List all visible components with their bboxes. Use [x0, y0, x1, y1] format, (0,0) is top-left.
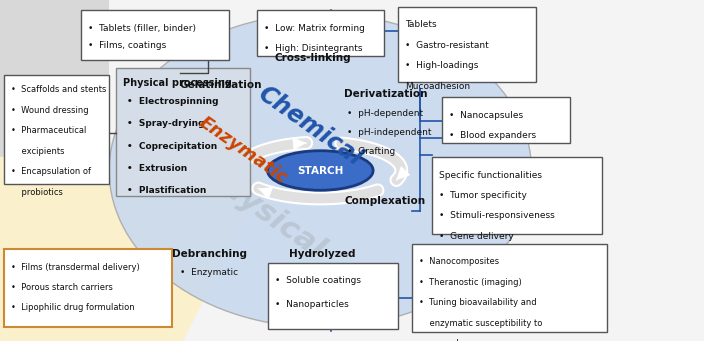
FancyBboxPatch shape	[81, 10, 229, 60]
Text: •  Pharmaceutical: • Pharmaceutical	[11, 126, 86, 135]
Text: •  pH-independent: • pH-independent	[347, 128, 432, 137]
Text: •  Coprecipitation: • Coprecipitation	[127, 142, 217, 150]
Text: •  Blood expanders: • Blood expanders	[449, 131, 536, 140]
Text: Cross-linking: Cross-linking	[275, 53, 351, 63]
FancyBboxPatch shape	[442, 97, 570, 143]
Text: •  Lipophilic drug formulation: • Lipophilic drug formulation	[11, 303, 134, 312]
FancyBboxPatch shape	[116, 68, 250, 196]
Polygon shape	[0, 0, 260, 188]
Text: •  Gene delivery: • Gene delivery	[439, 232, 514, 241]
Text: Gelatinization: Gelatinization	[180, 80, 262, 90]
Text: •  Scaffolds and stents: • Scaffolds and stents	[11, 85, 106, 94]
FancyBboxPatch shape	[257, 10, 384, 56]
Text: Tablets: Tablets	[405, 20, 436, 29]
Text: Chemical: Chemical	[253, 81, 366, 171]
Text: •  Extrusion: • Extrusion	[127, 164, 187, 173]
Text: Physical: Physical	[198, 159, 330, 264]
Text: •  Films (transdermal delivery): • Films (transdermal delivery)	[11, 263, 139, 271]
FancyBboxPatch shape	[4, 75, 109, 184]
Ellipse shape	[268, 151, 373, 190]
Text: Mucoadhesion: Mucoadhesion	[405, 82, 470, 91]
Text: •  Tumor specificity: • Tumor specificity	[439, 191, 527, 200]
FancyBboxPatch shape	[412, 244, 607, 332]
Text: •  Porous starch carriers: • Porous starch carriers	[11, 283, 113, 292]
Text: Physical processing: Physical processing	[123, 78, 232, 88]
Text: Enzymatic: Enzymatic	[195, 113, 291, 187]
Text: •  Stimuli-responsiveness: • Stimuli-responsiveness	[439, 211, 555, 220]
Text: •  Gastro-resistant: • Gastro-resistant	[405, 41, 489, 50]
Text: •  Tablets (filler, binder): • Tablets (filler, binder)	[88, 24, 196, 33]
FancyBboxPatch shape	[268, 263, 398, 329]
Text: STARCH: STARCH	[297, 165, 344, 176]
Text: •  Plastification: • Plastification	[127, 186, 206, 195]
Text: •  Encapsulation of: • Encapsulation of	[11, 167, 91, 176]
Text: •  pH-dependent: • pH-dependent	[347, 109, 423, 118]
FancyBboxPatch shape	[398, 7, 536, 82]
Text: excipients: excipients	[11, 147, 64, 155]
Text: probiotics: probiotics	[11, 188, 63, 196]
Ellipse shape	[109, 14, 532, 327]
Text: •  Nanocapsules: • Nanocapsules	[449, 111, 523, 120]
Text: Specific functionalities: Specific functionalities	[439, 170, 542, 179]
FancyBboxPatch shape	[4, 249, 172, 327]
Text: •  Wound dressing: • Wound dressing	[11, 106, 88, 115]
Text: •  Films, coatings: • Films, coatings	[88, 41, 166, 50]
Text: •  Electrospinning: • Electrospinning	[127, 97, 218, 106]
Text: •  Enzymatic: • Enzymatic	[180, 268, 238, 277]
Polygon shape	[0, 157, 260, 341]
Text: •  High-loadings: • High-loadings	[405, 61, 478, 70]
FancyBboxPatch shape	[432, 157, 602, 234]
Text: •  Spray-drying: • Spray-drying	[127, 119, 204, 128]
Text: Debranching: Debranching	[172, 249, 248, 259]
Text: •  Theranostic (imaging): • Theranostic (imaging)	[419, 278, 522, 287]
Text: •  Tuning bioavailability and: • Tuning bioavailability and	[419, 298, 536, 307]
Text: •  Grafting: • Grafting	[347, 147, 396, 155]
Text: •  Low: Matrix forming: • Low: Matrix forming	[264, 24, 365, 33]
Text: •  High: Disintegrants: • High: Disintegrants	[264, 44, 363, 53]
Text: Complexation: Complexation	[345, 196, 426, 206]
Text: Derivatization: Derivatization	[344, 89, 427, 99]
Text: •  Nanocomposites: • Nanocomposites	[419, 257, 499, 266]
Text: α-amylase: α-amylase	[419, 339, 473, 341]
Text: Hydrolyzed: Hydrolyzed	[289, 249, 355, 259]
Text: •  Soluble coatings: • Soluble coatings	[275, 276, 360, 285]
Text: enzymatic susceptibility to: enzymatic susceptibility to	[419, 319, 542, 328]
Text: •  Nanoparticles: • Nanoparticles	[275, 300, 348, 309]
